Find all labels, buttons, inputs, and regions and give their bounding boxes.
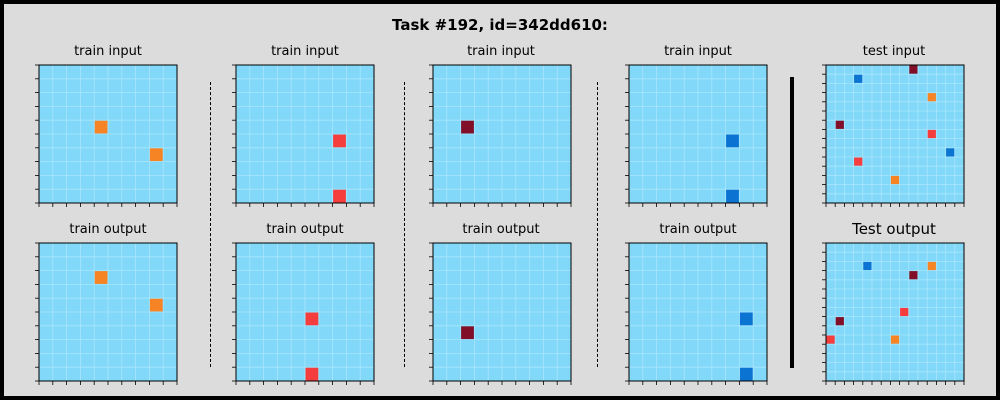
- cell-orange: [890, 175, 900, 185]
- test-separator: [790, 77, 794, 368]
- cell-red: [333, 134, 346, 148]
- grid-panel-train-input-3: [429, 64, 572, 207]
- pair-separator: [404, 82, 405, 367]
- cell-orange: [94, 271, 108, 284]
- cell-orange: [149, 298, 163, 312]
- grid-border: [825, 64, 965, 204]
- cell-red: [900, 307, 909, 317]
- cell-blue: [739, 367, 753, 381]
- cell-blue: [739, 312, 753, 326]
- grid-panel-test-output: [822, 242, 965, 385]
- panel-title: test input: [862, 44, 926, 59]
- cell-orange: [149, 148, 163, 162]
- grid-panel-train-output-1: [35, 242, 178, 385]
- cell-maroon: [909, 65, 918, 74]
- figure-title: Task #192, id=342dd610:: [392, 16, 608, 34]
- panel-title: train output: [69, 222, 147, 237]
- cell-maroon: [835, 120, 844, 129]
- cell-red: [305, 312, 319, 326]
- cell-orange: [94, 120, 108, 134]
- cell-maroon: [461, 326, 474, 340]
- panel-title: train input: [664, 44, 732, 59]
- grid-panel-train-input-2: [232, 64, 375, 207]
- cell-blue: [946, 148, 955, 157]
- cell-maroon: [461, 120, 474, 134]
- cell-orange: [890, 335, 900, 344]
- cell-red: [333, 189, 346, 203]
- cell-orange: [927, 93, 936, 102]
- panel-title: train output: [659, 222, 737, 237]
- cell-blue: [863, 261, 872, 271]
- cell-maroon: [909, 271, 918, 280]
- grid-panel-train-output-4: [625, 242, 768, 385]
- grid-panel-train-input-4: [625, 64, 768, 207]
- panel-title: train input: [467, 44, 535, 59]
- grid-border: [825, 242, 965, 382]
- cell-orange: [927, 261, 936, 271]
- pair-separator: [210, 82, 211, 367]
- grid-panel-train-input-1: [35, 64, 178, 207]
- cell-red: [826, 335, 835, 344]
- cell-red: [927, 129, 936, 139]
- panel-title: Test output: [852, 220, 936, 238]
- cell-red: [305, 367, 319, 381]
- panel-title: train input: [74, 44, 142, 59]
- cell-blue: [726, 134, 739, 148]
- pair-separator: [597, 82, 598, 367]
- panel-title: train output: [266, 222, 344, 237]
- grid-panel-test-input: [822, 64, 965, 207]
- panel-title: train input: [271, 44, 339, 59]
- grid-panel-train-output-3: [429, 242, 572, 385]
- cell-blue: [854, 74, 863, 83]
- panel-title: train output: [462, 222, 540, 237]
- cell-red: [854, 157, 863, 166]
- cell-blue: [726, 189, 739, 203]
- cell-maroon: [835, 317, 844, 326]
- grid-background: [826, 243, 964, 381]
- grid-panel-train-output-2: [232, 242, 375, 385]
